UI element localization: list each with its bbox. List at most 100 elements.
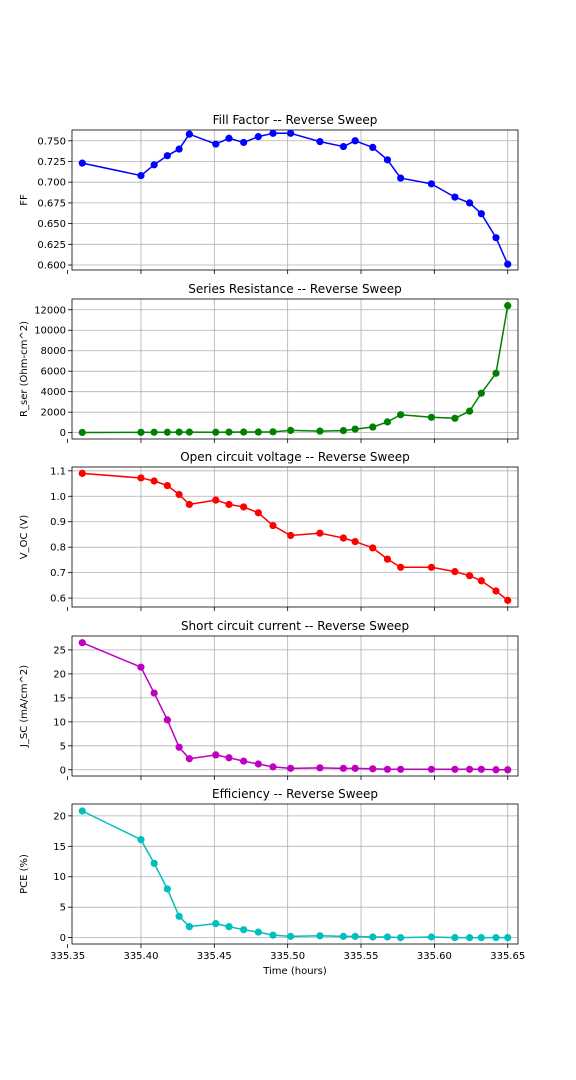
data-point [254, 428, 262, 436]
series-line [81, 642, 508, 771]
y-tick-label: 0 [60, 933, 66, 944]
y-tick-label: 15 [53, 842, 66, 853]
data-point [254, 928, 262, 936]
x-tick-label: 335.40 [123, 951, 158, 962]
y-tick-label: 0 [60, 765, 66, 776]
data-point [477, 210, 485, 218]
y-tick-label: 0.725 [37, 157, 66, 168]
data-point [465, 934, 474, 942]
data-point [451, 414, 459, 422]
data-point [504, 596, 512, 604]
x-tick-label: 335.35 [50, 951, 85, 962]
data-point [477, 765, 485, 773]
series-line [81, 810, 508, 939]
x-tick-label: 335.65 [490, 951, 525, 962]
y-axis-label: R_ser (Ohm-cm^2) [19, 321, 30, 417]
data-point [339, 427, 348, 435]
y-tick-label: 10 [53, 872, 66, 883]
data-point [137, 663, 145, 671]
y-tick-label: 10 [53, 717, 66, 728]
data-point [397, 563, 405, 571]
data-point [427, 180, 436, 188]
data-point [427, 933, 436, 941]
y-tick-label: 12000 [34, 305, 66, 316]
data-point [351, 537, 359, 546]
data-point [427, 563, 436, 571]
data-point [286, 531, 295, 540]
data-point [316, 137, 324, 146]
data-point [163, 428, 171, 436]
data-point [175, 743, 183, 751]
data-point [269, 521, 277, 530]
data-point [504, 766, 512, 774]
data-point [185, 755, 193, 763]
data-point [78, 807, 86, 815]
data-point [185, 428, 193, 436]
data-point [492, 587, 500, 595]
data-point [504, 934, 512, 942]
y-tick-label: 8000 [41, 346, 66, 357]
data-point [339, 142, 348, 151]
data-point [465, 199, 474, 207]
data-point [504, 302, 512, 310]
panel-5: 335.35 335.40 335.45 335.50 335.55 335.60 335.… [19, 787, 525, 977]
data-point [269, 763, 277, 771]
y-tick-label: 20 [53, 811, 66, 822]
data-point [369, 544, 377, 552]
plot-frame [71, 635, 519, 777]
data-point [254, 509, 262, 517]
y-axis-label: V_OC (V) [19, 515, 30, 560]
data-point [212, 751, 220, 759]
series-line [82, 472, 509, 601]
data-point [78, 469, 86, 477]
y-tick-label: 0.600 [37, 261, 66, 272]
data-point [397, 765, 405, 773]
data-point [175, 912, 183, 920]
data-point [492, 234, 500, 242]
y-tick-label: 15 [53, 693, 66, 704]
plot-frame [71, 803, 519, 945]
data-point [383, 765, 392, 773]
x-tick-label: 335.55 [344, 951, 379, 962]
chart-title: Efficiency -- Reverse Sweep [212, 787, 378, 801]
y-tick-label: 0.700 [37, 178, 66, 189]
data-point [369, 933, 377, 941]
data-point [212, 140, 220, 148]
y-tick-label: 0.750 [37, 136, 66, 147]
data-point [175, 145, 183, 153]
y-tick-label: 20 [53, 669, 66, 680]
data-point [351, 764, 359, 772]
data-point [212, 920, 220, 928]
data-point [212, 496, 220, 504]
data-point [163, 885, 171, 893]
data-point [286, 129, 295, 137]
data-point [427, 413, 436, 421]
data-point [477, 577, 485, 585]
x-tick-label: 335.50 [270, 951, 305, 962]
data-point [427, 765, 436, 773]
data-point [451, 568, 459, 576]
data-point [383, 418, 392, 426]
plot-frame [71, 129, 519, 271]
panel-3: 0.6 0.7 0.8 0.9 1.0 1.1 Open circuit voltage -… [19, 450, 519, 611]
y-tick-label: 0.6 [50, 594, 66, 605]
data-point [212, 428, 220, 436]
data-point [492, 369, 500, 377]
y-tick-label: 6000 [41, 367, 66, 378]
data-point [225, 500, 233, 509]
data-point [269, 931, 277, 939]
data-point [492, 934, 500, 942]
y-tick-label: 4000 [41, 387, 66, 398]
y-axis-label: FF [19, 194, 30, 206]
data-point [240, 138, 248, 147]
data-point [240, 757, 248, 765]
y-tick-label: 10000 [34, 326, 66, 337]
data-point [150, 689, 158, 697]
y-tick-label: 0.625 [37, 240, 66, 251]
data-point [240, 926, 248, 934]
data-point [397, 174, 405, 182]
data-point [150, 428, 158, 436]
data-point [185, 923, 193, 931]
y-tick-label: 1.1 [50, 466, 66, 477]
